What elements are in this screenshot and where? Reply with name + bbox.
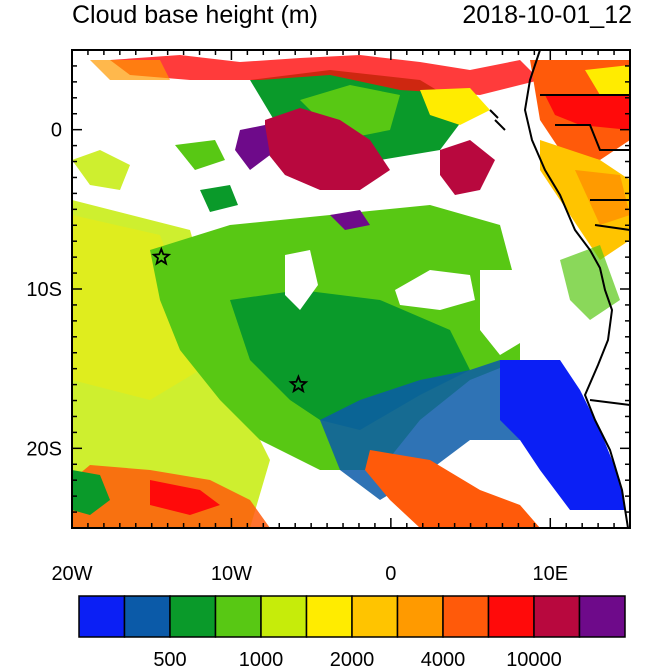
axis-ticks: 20W 10W 0 10E 0 10S 20S [26, 49, 631, 585]
colorbar-segment [533, 595, 581, 638]
colorbar-label: 500 [153, 649, 186, 667]
colorbar-segment [169, 595, 217, 638]
colorbar-segment [442, 595, 490, 638]
colorbar: 500 1000 2000 4000 10000 [78, 595, 626, 667]
coastline [489, 49, 631, 529]
y-tick-label: 10S [26, 279, 62, 301]
colorbar-segment [123, 595, 171, 638]
map-title: Cloud base height (m) [72, 1, 318, 29]
x-tick-label: 10W [211, 563, 252, 585]
map-timestamp: 2018-10-01_12 [462, 1, 632, 29]
station-markers [151, 246, 309, 394]
x-tick-label: 20W [51, 563, 92, 585]
colorbar-segment [78, 595, 126, 638]
colorbar-label: 4000 [421, 649, 466, 667]
y-tick-label: 20S [26, 438, 62, 460]
colorbar-segment [214, 595, 262, 638]
colorbar-segment [578, 595, 626, 638]
y-tick-label: 0 [51, 120, 62, 142]
x-tick-label: 0 [385, 563, 396, 585]
star-marker-north-icon [151, 246, 172, 266]
x-tick-label: 10E [532, 563, 568, 585]
colorbar-segment [305, 595, 353, 638]
colorbar-segment [351, 595, 399, 638]
colorbar-label: 1000 [239, 649, 284, 667]
colorbar-label: 10000 [506, 649, 562, 667]
colorbar-segment [260, 595, 308, 638]
colorbar-label: 2000 [330, 649, 375, 667]
star-marker-south-icon [288, 374, 309, 394]
colorbar-segment [396, 595, 444, 638]
cloud-field [72, 50, 630, 528]
colorbar-segment [487, 595, 535, 638]
